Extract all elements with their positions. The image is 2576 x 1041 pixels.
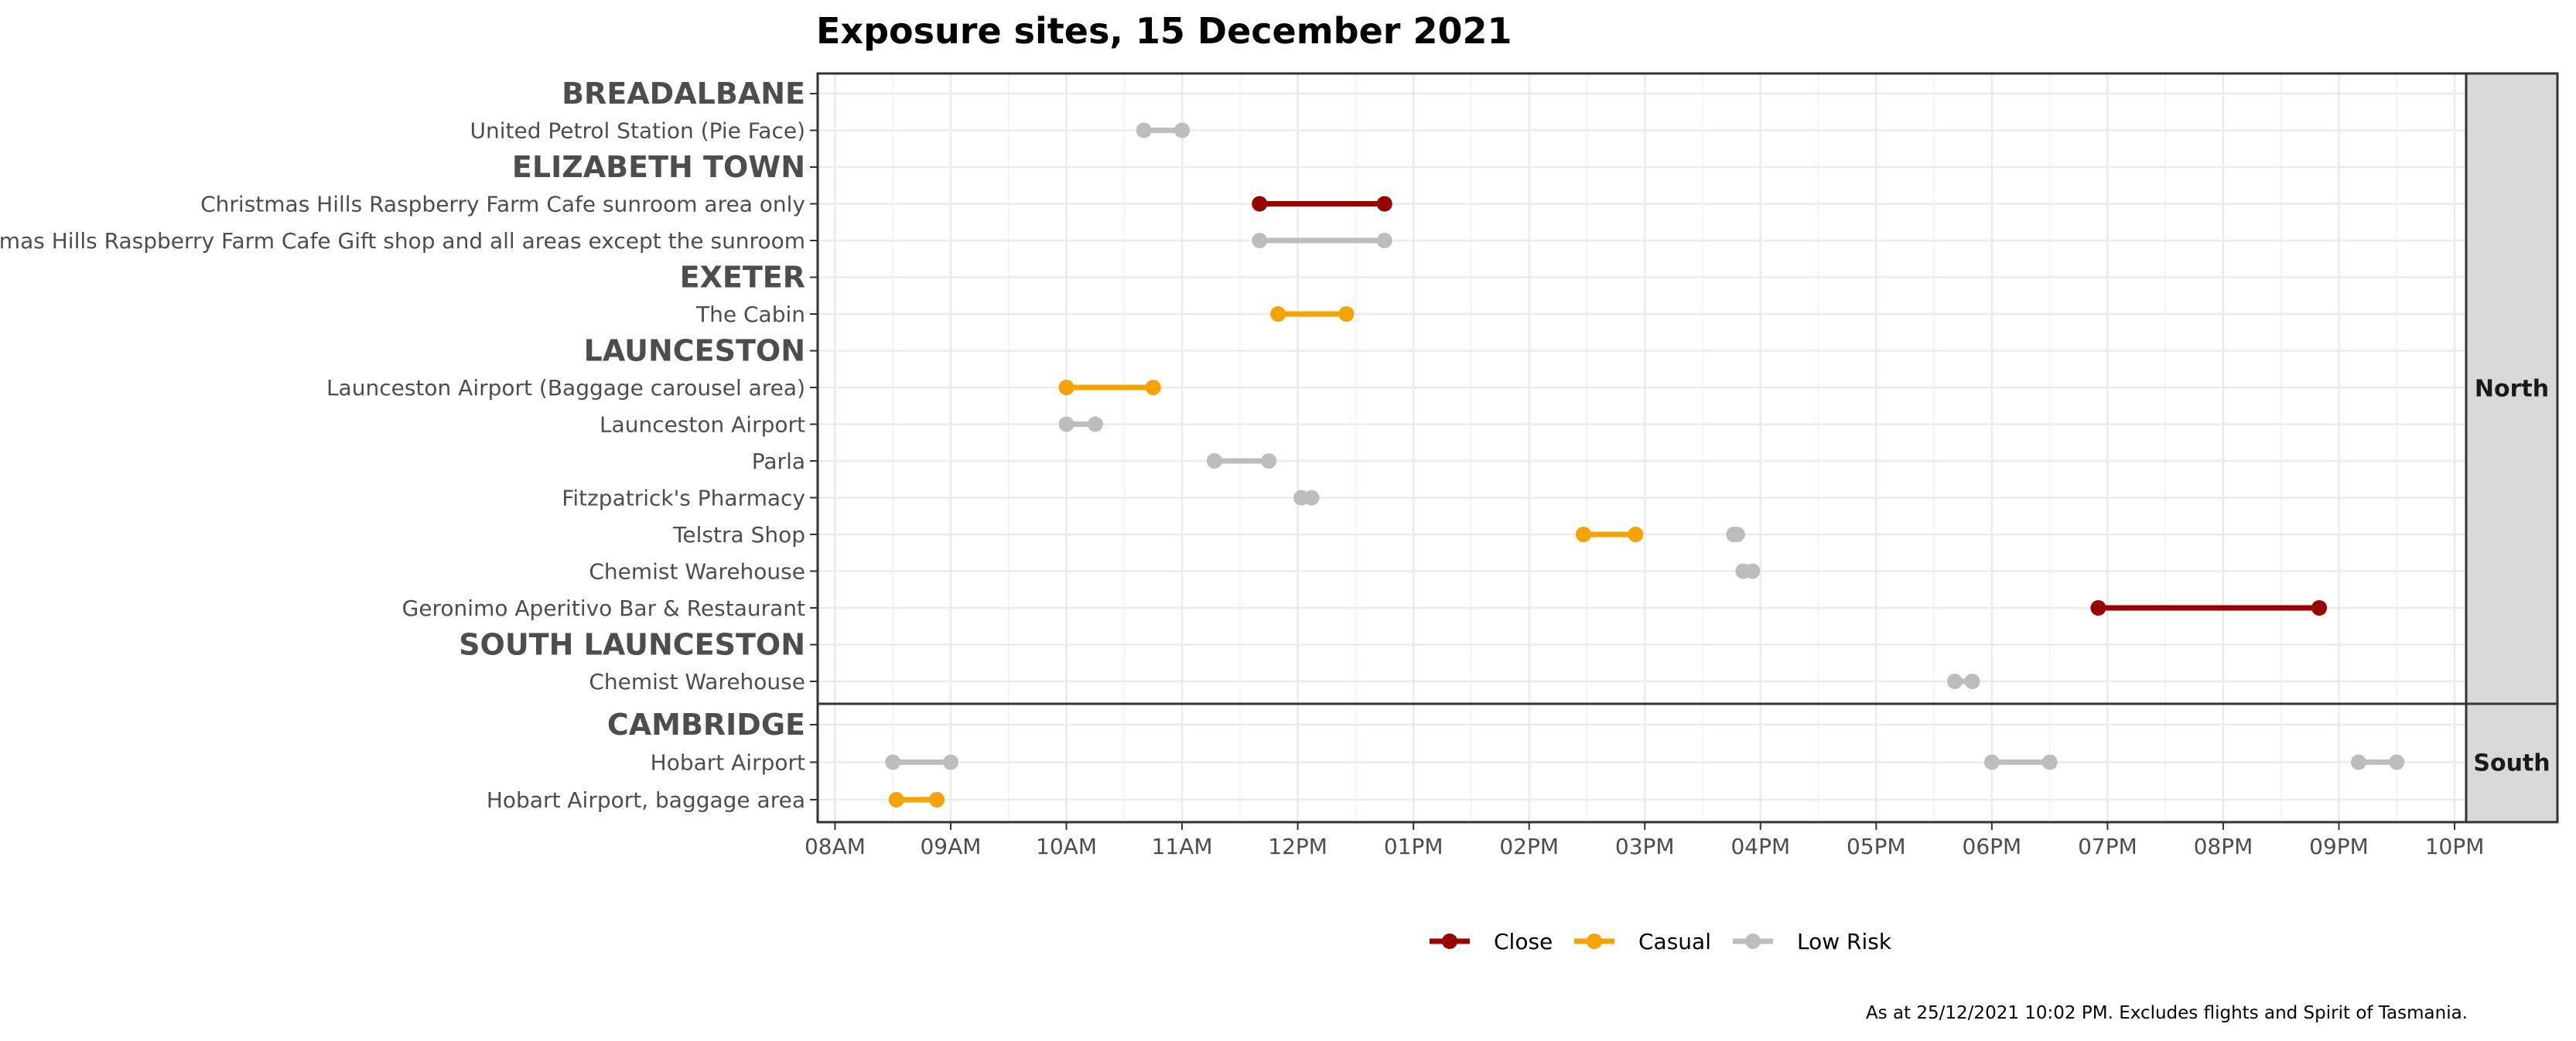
legend-label: Casual <box>1638 929 1711 954</box>
site-label: Launceston Airport (Baggage carousel are… <box>326 375 805 401</box>
group-label: CAMBRIDGE <box>607 708 805 742</box>
x-tick-label: 10AM <box>1036 834 1097 859</box>
facet-strip <box>2465 72 2559 705</box>
x-tick-label: 05PM <box>1847 834 1906 859</box>
exposure-start-point <box>1947 674 1963 689</box>
x-tick-label: 07PM <box>2078 834 2137 859</box>
x-tick-label: 02PM <box>1499 834 1559 859</box>
x-tick-label: 08PM <box>2194 834 2253 859</box>
exposure-end-point <box>2041 754 2058 770</box>
plot-area: BREADALBANE United Petrol Station (Pie Fa… <box>0 72 2559 859</box>
x-tick-label: 08AM <box>805 834 866 859</box>
group-label: SOUTH LAUNCESTON <box>459 628 805 662</box>
exposure-end-point <box>942 754 958 770</box>
exposure-end-point <box>1744 563 1761 579</box>
x-tick-label: 10PM <box>2425 834 2485 859</box>
legend-label: Close <box>1494 929 1553 954</box>
x-tick-label: 06PM <box>1963 834 2022 859</box>
exposure-start-point <box>1575 527 1591 542</box>
exposure-start-point <box>885 754 901 770</box>
x-tick-label: 09AM <box>920 834 981 859</box>
group-label: EXETER <box>680 261 805 295</box>
chart-caption: As at 25/12/2021 10:02 PM. Excludes flig… <box>1866 1003 2468 1023</box>
group-label: ELIZABETH TOWN <box>512 150 805 184</box>
facet-strip-label: South <box>2473 750 2550 777</box>
exposure-start-point <box>1252 233 1268 248</box>
exposure-start-point <box>2090 600 2106 616</box>
exposure-end-point <box>2389 754 2405 770</box>
site-label: Chemist Warehouse <box>589 559 805 585</box>
exposure-end-point <box>1261 453 1277 469</box>
site-label: Launceston Airport <box>600 412 805 438</box>
legend-key-point <box>1587 933 1602 949</box>
exposure-start-point <box>1270 306 1286 322</box>
exposure-end-point <box>1376 196 1392 212</box>
exposure-end-point <box>1145 380 1161 395</box>
exposure-start-point <box>1058 380 1074 395</box>
exposure-end-point <box>1729 527 1745 542</box>
site-label: The Cabin <box>695 302 805 327</box>
site-label: Geronimo Aperitivo Bar & Restaurant <box>402 596 805 621</box>
legend-label: Low Risk <box>1797 929 1892 954</box>
facet-strip-label: North <box>2475 376 2549 403</box>
x-tick-label: 09PM <box>2309 834 2369 859</box>
legend: Close Casual Low Risk <box>1430 929 1892 954</box>
facet-strip <box>2465 702 2559 824</box>
exposure-end-point <box>1087 416 1103 432</box>
exposure-start-point <box>1058 416 1074 432</box>
site-label: Parla <box>752 449 805 474</box>
x-tick-label: 01PM <box>1384 834 1443 859</box>
x-tick-label: 04PM <box>1730 834 1790 859</box>
site-label: Hobart Airport, baggage area <box>487 787 805 813</box>
legend-key-point <box>1745 933 1761 949</box>
exposure-start-point <box>2350 754 2366 770</box>
exposure-end-point <box>1338 306 1355 322</box>
site-label: Fitzpatrick's Pharmacy <box>562 486 805 511</box>
x-tick-label: 03PM <box>1615 834 1675 859</box>
group-label: LAUNCESTON <box>584 334 805 368</box>
site-label: Christmas Hills Raspberry Farm Cafe Gift… <box>0 228 805 254</box>
group-label: BREADALBANE <box>562 77 805 111</box>
exposure-end-point <box>1303 490 1320 506</box>
x-tick-label: 11AM <box>1152 834 1213 859</box>
exposure-end-point <box>1174 122 1191 138</box>
exposure-start-point <box>1252 196 1268 212</box>
chart-title: Exposure sites, 15 December 2021 <box>816 10 1512 52</box>
exposure-end-point <box>1376 233 1392 248</box>
exposure-start-point <box>888 792 904 807</box>
site-label: Hobart Airport <box>651 750 805 776</box>
exposure-end-point <box>1964 674 1980 689</box>
exposure-end-point <box>2311 600 2328 616</box>
legend-key-point <box>1442 933 1457 949</box>
exposure-start-point <box>1136 122 1152 138</box>
exposure-end-point <box>929 792 945 807</box>
exposure-end-point <box>1628 527 1644 542</box>
site-label: United Petrol Station (Pie Face) <box>470 118 805 144</box>
x-tick-label: 12PM <box>1268 834 1327 859</box>
site-label: Chemist Warehouse <box>589 669 805 695</box>
exposure-start-point <box>1206 453 1222 469</box>
site-label: Telstra Shop <box>672 522 805 548</box>
site-label: Christmas Hills Raspberry Farm Cafe sunr… <box>200 192 805 217</box>
exposure-start-point <box>1983 754 2000 770</box>
